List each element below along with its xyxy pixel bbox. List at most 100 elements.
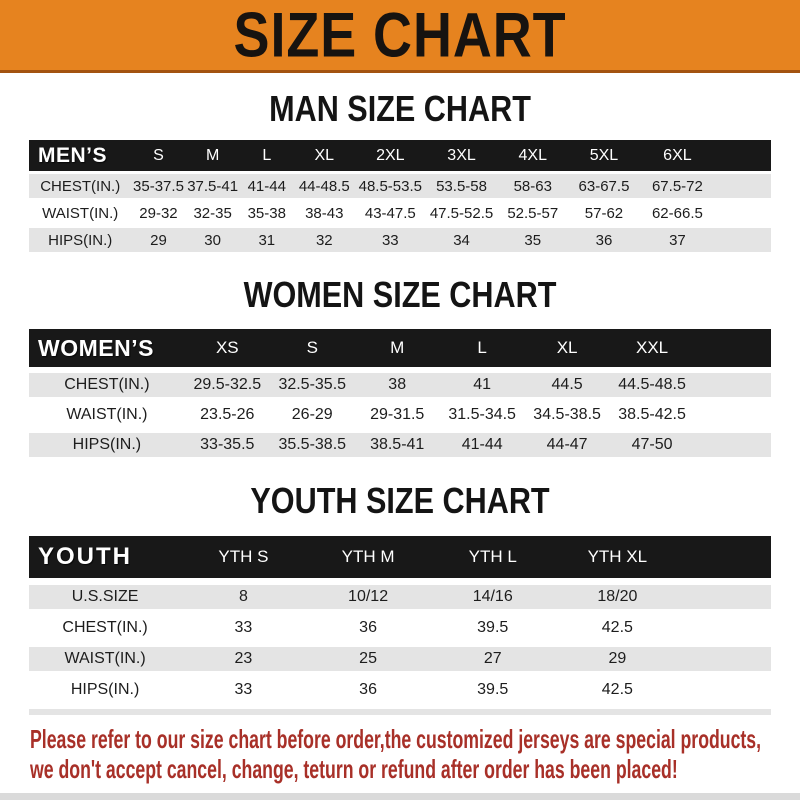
- size-column-header: YTH S: [181, 536, 306, 578]
- size-value-cell: 41: [439, 373, 525, 397]
- row-spacer: [694, 373, 771, 397]
- size-value-cell: 48.5-53.5: [354, 174, 426, 198]
- measurement-row: WAIST(IN.) 29-32 32-35 35-38 38-43 43-47.5 47.…: [29, 201, 771, 225]
- size-value-cell: 42.5: [555, 616, 680, 640]
- size-value-cell: 62-66.5: [639, 201, 716, 225]
- size-value-cell: 18/20: [555, 585, 680, 609]
- youth-size-table: YOUTH YTH S YTH M YTH L YTH XL U.S.SIZE 8 10/12…: [29, 529, 771, 709]
- size-value-cell: 41-44: [239, 174, 294, 198]
- size-value-cell: 35-38: [239, 201, 294, 225]
- measurement-row: CHEST(IN.) 35-37.5 37.5-41 41-44 44-48.5 48.5…: [29, 174, 771, 198]
- women-section-heading: WOMEN SIZE CHART: [0, 275, 800, 315]
- banner: SIZE CHART: [0, 0, 800, 73]
- size-value-cell: 14/16: [430, 585, 556, 609]
- size-value-cell: 32: [293, 228, 355, 252]
- size-value-cell: 36: [568, 228, 640, 252]
- row-spacer: [715, 174, 771, 198]
- size-value-cell: 35.5-38.5: [269, 433, 355, 457]
- section-women: WOMEN SIZE CHART WOMEN’S XS S M L XL XXL CHEST(…: [0, 275, 800, 463]
- size-value-cell: 29-31.5: [354, 403, 440, 427]
- size-value-cell: 31: [239, 228, 294, 252]
- measurement-row: CHEST(IN.) 29.5-32.5 32.5-35.5 38 41 44.5 44.5…: [29, 373, 771, 397]
- section-youth: YOUTH SIZE CHART YOUTH YTH S YTH M YTH L YTH…: [0, 481, 800, 715]
- size-value-cell: 37: [639, 228, 716, 252]
- size-value-cell: 35-37.5: [131, 174, 186, 198]
- size-value-cell: 47.5-52.5: [425, 201, 498, 225]
- row-label: HIPS(IN.): [29, 433, 185, 457]
- size-value-cell: 29: [131, 228, 186, 252]
- women-size-table: WOMEN’S XS S M L XL XXL CHEST(IN.) 29.5-32.5 32.5…: [29, 323, 771, 463]
- row-label: CHEST(IN.): [29, 616, 182, 640]
- size-column-header: YTH M: [305, 536, 431, 578]
- row-spacer: [679, 616, 771, 640]
- size-value-cell: 33-35.5: [184, 433, 270, 457]
- header-spacer: [715, 140, 771, 171]
- size-value-cell: 57-62: [568, 201, 640, 225]
- measurement-row: WAIST(IN.) 23 25 27 29: [29, 647, 771, 671]
- size-value-cell: 26-29: [269, 403, 355, 427]
- size-column-header: L: [439, 329, 525, 367]
- measurement-row: HIPS(IN.) 29 30 31 32 33 34 35 36 37: [29, 228, 771, 252]
- section-men: MAN SIZE CHART MEN’S S M L XL 2XL 3XL 4XL 5XL 6XL…: [0, 89, 800, 255]
- size-value-cell: 32-35: [185, 201, 240, 225]
- size-column-header: 4XL: [497, 140, 569, 171]
- disclaimer-line-2: we don't accept cancel, change, teturn o…: [30, 754, 678, 784]
- row-spacer: [715, 228, 771, 252]
- row-spacer: [679, 585, 771, 609]
- size-value-cell: 43-47.5: [354, 201, 426, 225]
- size-value-cell: 36: [305, 678, 431, 702]
- size-value-cell: 27: [430, 647, 556, 671]
- size-value-cell: 8: [181, 585, 306, 609]
- row-label: WAIST(IN.): [29, 201, 132, 225]
- men-size-table: MEN’S S M L XL 2XL 3XL 4XL 5XL 6XL CHEST(IN.) 35-37…: [29, 137, 771, 255]
- row-label: HIPS(IN.): [29, 678, 182, 702]
- size-table-header-row: WOMEN’S XS S M L XL XXL: [29, 329, 771, 367]
- disclaimer: Please refer to our size chart before or…: [30, 724, 800, 784]
- size-column-header: 2XL: [354, 140, 426, 171]
- size-value-cell: 47-50: [609, 433, 695, 457]
- men-section-heading-text: MAN SIZE CHART: [269, 88, 531, 129]
- size-value-cell: 38-43: [293, 201, 355, 225]
- size-column-header: YTH L: [430, 536, 556, 578]
- measurement-row: HIPS(IN.) 33-35.5 35.5-38.5 38.5-41 41-44 44-…: [29, 433, 771, 457]
- row-spacer: [694, 403, 771, 427]
- size-column-header: 6XL: [639, 140, 716, 171]
- size-column-header: XXL: [609, 329, 695, 367]
- table-corner-label: WOMEN’S: [29, 329, 185, 367]
- size-column-header: 5XL: [568, 140, 640, 171]
- size-value-cell: 37.5-41: [185, 174, 240, 198]
- size-value-cell: 33: [181, 616, 306, 640]
- size-value-cell: 44.5: [524, 373, 610, 397]
- youth-section-heading: YOUTH SIZE CHART: [0, 481, 800, 521]
- measurement-row: WAIST(IN.) 23.5-26 26-29 29-31.5 31.5-34.5 34…: [29, 403, 771, 427]
- row-label: WAIST(IN.): [29, 403, 185, 427]
- size-value-cell: 30: [185, 228, 240, 252]
- table-corner-label: MEN’S: [29, 140, 132, 171]
- header-spacer: [694, 329, 771, 367]
- size-value-cell: 34.5-38.5: [524, 403, 610, 427]
- row-spacer: [679, 678, 771, 702]
- size-value-cell: 39.5: [430, 678, 556, 702]
- women-section-heading-text: WOMEN SIZE CHART: [243, 274, 557, 315]
- size-column-header: M: [185, 140, 240, 171]
- size-column-header: 3XL: [425, 140, 498, 171]
- men-section-heading: MAN SIZE CHART: [0, 89, 800, 129]
- size-value-cell: 44.5-48.5: [609, 373, 695, 397]
- disclaimer-line-1: Please refer to our size chart before or…: [30, 724, 762, 754]
- size-value-cell: 63-67.5: [568, 174, 640, 198]
- size-value-cell: 25: [305, 647, 431, 671]
- size-value-cell: 44-48.5: [293, 174, 355, 198]
- size-value-cell: 23: [181, 647, 306, 671]
- measurement-row: HIPS(IN.) 33 36 39.5 42.5: [29, 678, 771, 702]
- size-value-cell: 29: [555, 647, 680, 671]
- size-value-cell: 39.5: [430, 616, 556, 640]
- size-value-cell: 67.5-72: [639, 174, 716, 198]
- size-value-cell: 42.5: [555, 678, 680, 702]
- row-label: HIPS(IN.): [29, 228, 132, 252]
- size-value-cell: 41-44: [439, 433, 525, 457]
- size-value-cell: 33: [181, 678, 306, 702]
- size-value-cell: 29-32: [131, 201, 186, 225]
- size-value-cell: 23.5-26: [184, 403, 270, 427]
- size-value-cell: 34: [425, 228, 498, 252]
